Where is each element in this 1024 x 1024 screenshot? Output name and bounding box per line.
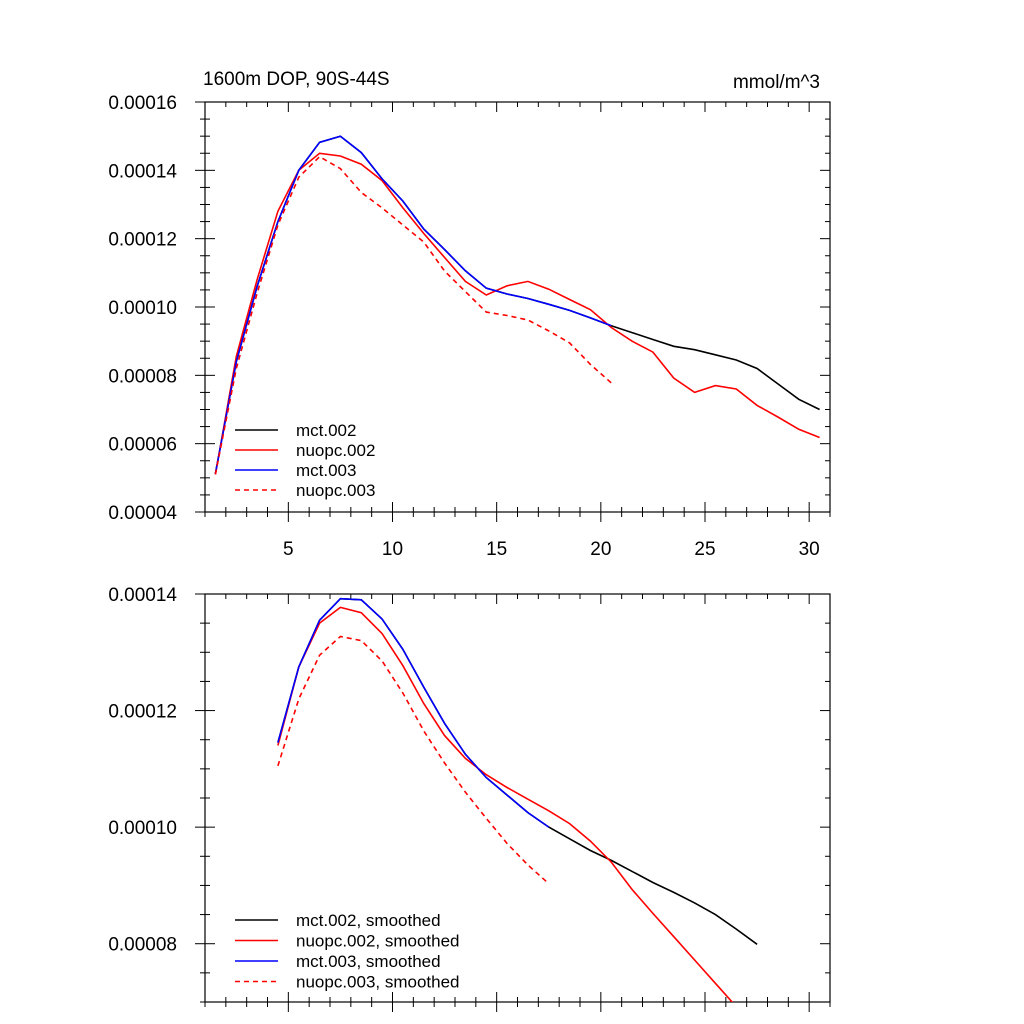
chart-top: 5 10 15 20 25 30 0.00004 0.00006 0.00008 0.00010 0… (108, 93, 831, 560)
x-tick-label: 25 (694, 539, 715, 560)
chart-bottom: 0.00008 0.00010 0.00012 0.00014 mct.002, smo… (108, 585, 831, 1012)
y-tick-label: 0.00008 (108, 366, 177, 387)
y-tick-label: 0.00004 (108, 503, 177, 524)
y-tick-label: 0.00014 (108, 161, 177, 182)
legend-label: nuopc.003 (296, 481, 375, 500)
series-line-nuopc-003 (214, 155, 612, 475)
units-label: mmol/m^3 (733, 72, 820, 93)
legend-label: nuopc.003, smoothed (296, 973, 460, 992)
y-tick-label: 0.00010 (108, 818, 177, 839)
y-tick-label: 0.00010 (108, 298, 177, 319)
x-tick-label: 20 (590, 539, 611, 560)
y-tick-label: 0.00008 (108, 935, 177, 956)
legend-label: mct.003 (296, 461, 356, 480)
y-tick-label: 0.00016 (108, 93, 177, 114)
y-tick-label: 0.00012 (108, 702, 177, 723)
series-line-nuopc-003-smoothed (277, 635, 550, 885)
x-tick-label: 15 (486, 539, 507, 560)
x-tick-label: 10 (382, 539, 403, 560)
legend-label: mct.002, smoothed (296, 911, 441, 930)
series-line-nuopc-002 (214, 152, 820, 475)
figure-title: 1600m DOP, 90S-44S (203, 69, 390, 90)
series-line-mct-003-smoothed (277, 597, 550, 828)
x-tick-label: 30 (799, 539, 820, 560)
y-tick-label: 0.00012 (108, 230, 177, 251)
legend-label: nuopc.002 (296, 441, 375, 460)
legend-label: mct.002 (296, 421, 356, 440)
y-tick-label: 0.00006 (108, 435, 177, 456)
y-tick-label: 0.00014 (108, 585, 177, 606)
series-line-mct-003 (214, 135, 612, 474)
x-tick-label: 5 (283, 539, 294, 560)
series-line-nuopc-002-smoothed (277, 606, 734, 1002)
legend-label: mct.003, smoothed (296, 952, 441, 971)
legend-label: nuopc.002, smoothed (296, 932, 460, 951)
